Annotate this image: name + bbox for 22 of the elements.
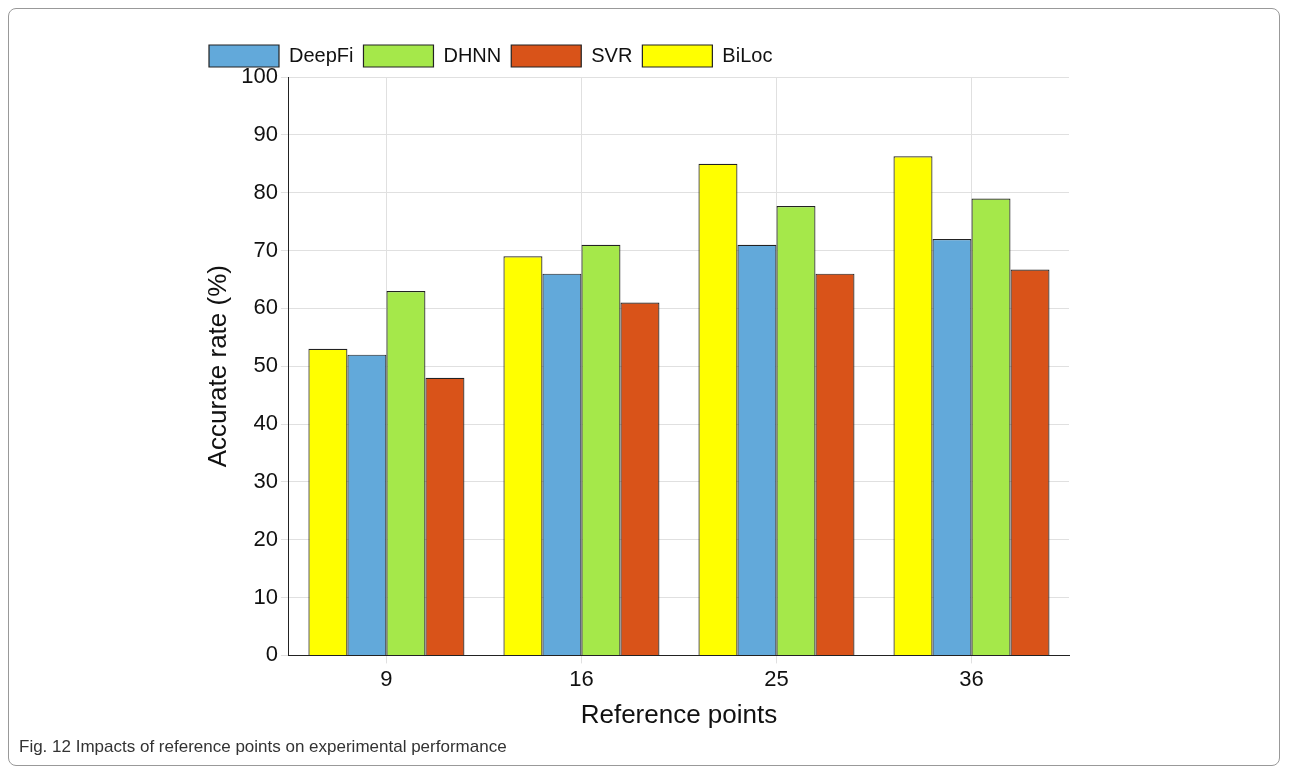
y-tick-label: 90: [253, 120, 278, 146]
legend-label: DHNN: [443, 43, 502, 66]
legend-label: SVR: [591, 43, 633, 66]
legend-label: DeepFi: [289, 43, 354, 66]
y-axis-title: Accurate rate (%): [201, 265, 232, 468]
y-tick-label: 30: [253, 467, 278, 493]
x-tick-label: 36: [959, 665, 984, 691]
legend-label: BiLoc: [722, 43, 773, 66]
y-tick-label: 10: [253, 583, 278, 609]
y-tick-label: 60: [253, 294, 278, 320]
caption: Fig. 12 Impacts of reference points on experimental performance: [18, 736, 508, 758]
y-tick-label: 70: [253, 236, 278, 262]
x-tick-label: 25: [764, 665, 789, 691]
x-tick-label: 16: [569, 665, 594, 691]
y-tick-label: 80: [253, 178, 278, 204]
x-axis-title: Reference points: [580, 698, 778, 729]
y-tick-label: 100: [241, 63, 278, 89]
y-tick-label: 20: [253, 525, 278, 551]
x-tick-label: 9: [380, 665, 393, 691]
y-tick-label: 40: [253, 410, 278, 436]
y-tick-label: 50: [253, 352, 278, 378]
y-tick-label: 0: [265, 641, 278, 667]
